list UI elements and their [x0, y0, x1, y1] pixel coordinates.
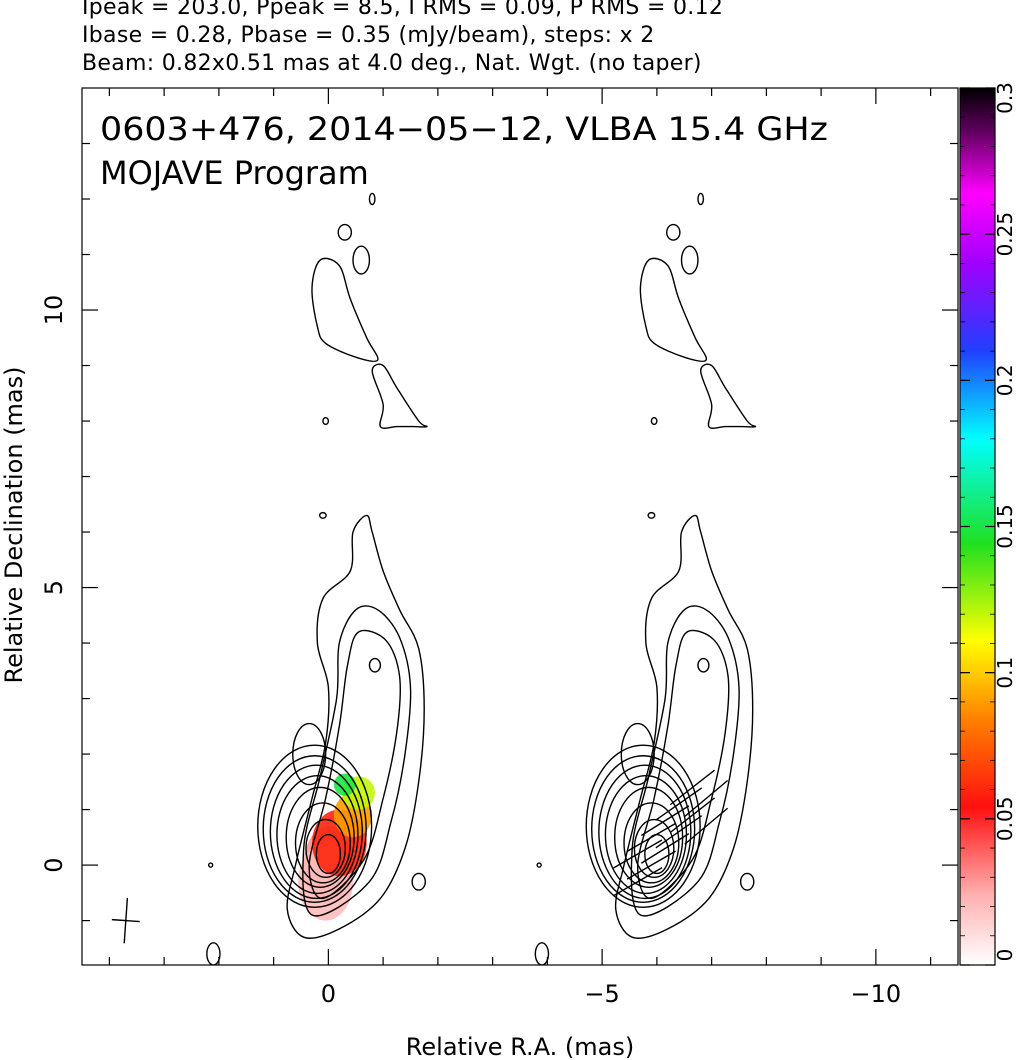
- core-contour: [598, 764, 692, 900]
- evpa-stick: [613, 867, 663, 897]
- contour-island: [650, 417, 658, 426]
- contour-island: [207, 862, 214, 868]
- beam-marker: [111, 897, 140, 944]
- evpa-stick: [669, 797, 715, 833]
- chart-title: 0603+476, 2014−05−12, VLBA 15.4 GHz: [100, 110, 828, 148]
- evpa-stick: [640, 805, 690, 837]
- y-tick-label: 5: [40, 580, 68, 595]
- evpa-stick: [613, 839, 663, 869]
- contour-island: [534, 942, 550, 965]
- core-contour: [285, 786, 355, 888]
- colorbar-tick-label: 0.3: [993, 82, 1017, 114]
- panel-2: [534, 192, 757, 965]
- core-contour: [633, 818, 675, 879]
- contour-island: [620, 722, 655, 786]
- contour-island: [411, 872, 426, 891]
- colorbar-ticks: 0 0.05 0.1 0.15 0.2 0.25 0.3: [960, 82, 1017, 966]
- colorbar-tick-label: 0.2: [993, 364, 1017, 396]
- core-contour: [305, 818, 347, 879]
- core-contour: [269, 764, 364, 900]
- core-contour: [591, 755, 696, 903]
- x-tick-label: −10: [851, 980, 902, 1008]
- y-axis-label: Relative Declination (mas): [0, 366, 28, 683]
- colorbar-tick-label: 0.15: [993, 504, 1017, 549]
- evpa-stick: [655, 787, 703, 821]
- colorbar-tick-label: 0.05: [993, 797, 1017, 842]
- contour-island: [322, 417, 330, 426]
- header-line-2: Ibase = 0.28, Pbase = 0.35 (mJy/beam), s…: [82, 23, 655, 48]
- core-contour: [315, 833, 342, 875]
- header-line-3: Beam: 0.82x0.51 mas at 4.0 deg., Nat. Wg…: [82, 51, 702, 76]
- colorbar-tick-label: 0.1: [993, 657, 1017, 689]
- x-axis-label: Relative R.A. (mas): [406, 1033, 634, 1060]
- contour-island: [292, 722, 327, 786]
- contour-island: [352, 245, 371, 275]
- colorbar-tick-label: 0.25: [993, 212, 1017, 257]
- contour-north-2: [371, 363, 428, 429]
- core-contour: [294, 802, 351, 884]
- plot-frame: [81, 87, 959, 966]
- evpa-stick: [684, 807, 729, 845]
- contour-inner: [308, 629, 402, 900]
- core-contour: [276, 775, 359, 895]
- contour-island: [697, 192, 705, 206]
- contour-island: [739, 872, 755, 891]
- evpa-stick: [655, 815, 703, 849]
- evpa-stick: [684, 779, 729, 818]
- contour-inner: [636, 629, 730, 900]
- axis-ticks: 0 −5 −10 0 5 10: [40, 88, 958, 1008]
- contour-island: [666, 223, 681, 241]
- contour-island: [536, 862, 542, 868]
- y-tick-label: 0: [40, 857, 68, 872]
- contour-island: [337, 223, 353, 241]
- contour-north: [311, 257, 379, 363]
- contour-north: [639, 257, 708, 363]
- evpa-stick: [626, 850, 676, 880]
- contour-island: [697, 657, 710, 673]
- contour-island: [680, 245, 699, 275]
- contour-north-2: [699, 363, 757, 429]
- core-contour: [257, 744, 373, 908]
- contour-island: [368, 192, 376, 206]
- contour-island: [647, 511, 656, 519]
- evpa-stick: [626, 822, 676, 852]
- beam-minor-axis: [111, 918, 140, 923]
- core-contour: [585, 744, 701, 908]
- polarization-patch: [333, 773, 356, 796]
- contour-island: [318, 511, 327, 519]
- x-tick-label: 0: [321, 980, 336, 1008]
- panel-1: [206, 192, 428, 965]
- colorbar-tick-label: 0: [993, 949, 1017, 962]
- header-line-1: Ipeak = 203.0, Ppeak = 8.5, I RMS = 0.09…: [82, 0, 724, 20]
- contour-island: [206, 942, 221, 965]
- core-contour: [262, 755, 367, 903]
- core-contour: [623, 802, 680, 884]
- x-tick-label: −5: [584, 980, 619, 1008]
- evpa-stick: [640, 833, 690, 864]
- contour-outer: [286, 514, 425, 939]
- contour-outer: [614, 514, 754, 939]
- y-tick-label: 10: [40, 295, 68, 326]
- contour-island: [368, 657, 382, 673]
- plot-area: [111, 192, 757, 965]
- evpa-stick: [669, 769, 715, 806]
- chart-subtitle: MOJAVE Program: [100, 154, 369, 192]
